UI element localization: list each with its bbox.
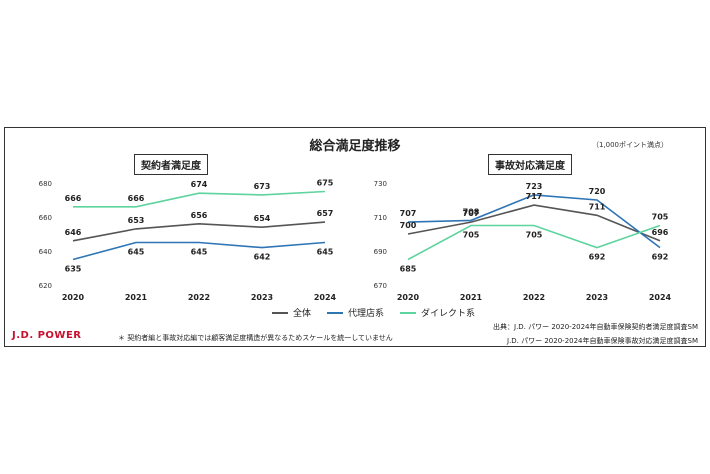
legend-item-all: 全体 bbox=[272, 306, 311, 319]
data-label: 700 bbox=[400, 221, 417, 230]
series-line bbox=[72, 241, 326, 261]
data-label: 674 bbox=[191, 180, 208, 189]
data-label: 692 bbox=[589, 253, 606, 262]
series-line bbox=[407, 194, 661, 249]
data-label: 692 bbox=[652, 253, 669, 262]
data-label: 666 bbox=[65, 194, 82, 203]
x-tick-label: 2021 bbox=[460, 293, 483, 302]
y-tick-label: 670 bbox=[374, 282, 387, 290]
series-line bbox=[73, 190, 326, 208]
chart-2-title: 事故対応満足度 bbox=[488, 154, 572, 175]
data-label: 708 bbox=[463, 207, 480, 216]
brand-logo: J.D. POWER bbox=[12, 330, 82, 341]
y-tick-label: 640 bbox=[39, 248, 52, 256]
unit-note: （1,000ポイント満点） bbox=[591, 141, 668, 149]
data-label: 707 bbox=[400, 209, 417, 218]
data-label: 646 bbox=[65, 228, 82, 237]
data-label: 705 bbox=[526, 231, 543, 240]
x-tick-label: 2023 bbox=[586, 293, 608, 302]
chart-1-title: 契約者満足度 bbox=[134, 154, 208, 175]
legend-label-agency: 代理店系 bbox=[348, 309, 385, 319]
data-label: 656 bbox=[191, 211, 208, 220]
x-tick-label: 2022 bbox=[523, 293, 545, 302]
chart-accident-satisfaction: 670 690 710 730 2020 2021 2022 2023 2024 700 707 68… bbox=[374, 180, 672, 302]
chart-contract-satisfaction: 620 640 660 680 2020 2021 2022 2023 2024 646 635 66… bbox=[39, 179, 337, 303]
y-tick-label: 690 bbox=[374, 248, 387, 256]
data-label: 717 bbox=[526, 192, 543, 201]
legend-item-agency: 代理店系 bbox=[327, 306, 384, 319]
x-tick-label: 2020 bbox=[62, 293, 85, 302]
footnote: ＊ 契約者編と事故対応編では顧客満足度構造が異なるためスケールを統一していません bbox=[118, 334, 393, 342]
data-label: 720 bbox=[589, 187, 606, 196]
x-tick-label: 2020 bbox=[397, 293, 420, 302]
x-tick-label: 2024 bbox=[649, 293, 672, 302]
series-line bbox=[407, 224, 661, 261]
x-tick-label: 2024 bbox=[314, 293, 337, 302]
data-label: 707 bbox=[463, 209, 480, 218]
data-label: 642 bbox=[254, 253, 271, 262]
x-tick-label: 2021 bbox=[125, 293, 148, 302]
data-label: 645 bbox=[317, 248, 334, 257]
legend-swatch-direct bbox=[400, 311, 417, 314]
source-line-1: 出典：J.D. パワー 2020-2024年自動車保険契約者満足度調査SM bbox=[493, 323, 698, 331]
data-label: 645 bbox=[191, 248, 208, 257]
x-tick-label: 2022 bbox=[188, 293, 210, 302]
y-tick-label: 680 bbox=[39, 180, 52, 188]
data-label: 705 bbox=[463, 231, 480, 240]
data-label: 696 bbox=[652, 228, 669, 237]
data-label: 654 bbox=[254, 214, 271, 223]
legend-label-direct: ダイレクト系 bbox=[421, 309, 476, 319]
data-label: 645 bbox=[128, 248, 145, 257]
data-label: 635 bbox=[65, 265, 82, 274]
series-line bbox=[407, 204, 661, 242]
y-tick-label: 620 bbox=[39, 282, 52, 290]
data-label: 723 bbox=[526, 182, 543, 191]
data-label: 657 bbox=[317, 209, 334, 218]
legend-swatch-agency bbox=[327, 311, 344, 314]
data-label: 675 bbox=[317, 179, 334, 188]
x-tick-label: 2023 bbox=[251, 293, 273, 302]
y-tick-label: 730 bbox=[374, 180, 387, 188]
series-line bbox=[72, 221, 326, 242]
y-tick-label: 710 bbox=[374, 214, 387, 222]
legend-swatch-all bbox=[272, 311, 288, 314]
legend: 全体 代理店系 ダイレクト系 bbox=[272, 306, 475, 319]
legend-label-all: 全体 bbox=[293, 309, 312, 319]
data-label: 705 bbox=[652, 213, 669, 222]
y-tick-label: 660 bbox=[39, 214, 52, 222]
data-label: 666 bbox=[128, 194, 145, 203]
data-label: 673 bbox=[254, 182, 271, 191]
chart-frame bbox=[4, 127, 706, 347]
data-label: 653 bbox=[128, 216, 145, 225]
data-label: 711 bbox=[589, 202, 606, 211]
legend-item-direct: ダイレクト系 bbox=[400, 306, 475, 319]
source-line-2: J.D. パワー 2020-2024年自動車保険事故対応満足度調査SM bbox=[507, 337, 698, 345]
data-label: 685 bbox=[400, 265, 417, 274]
page-title: 総合満足度推移 bbox=[309, 139, 401, 154]
